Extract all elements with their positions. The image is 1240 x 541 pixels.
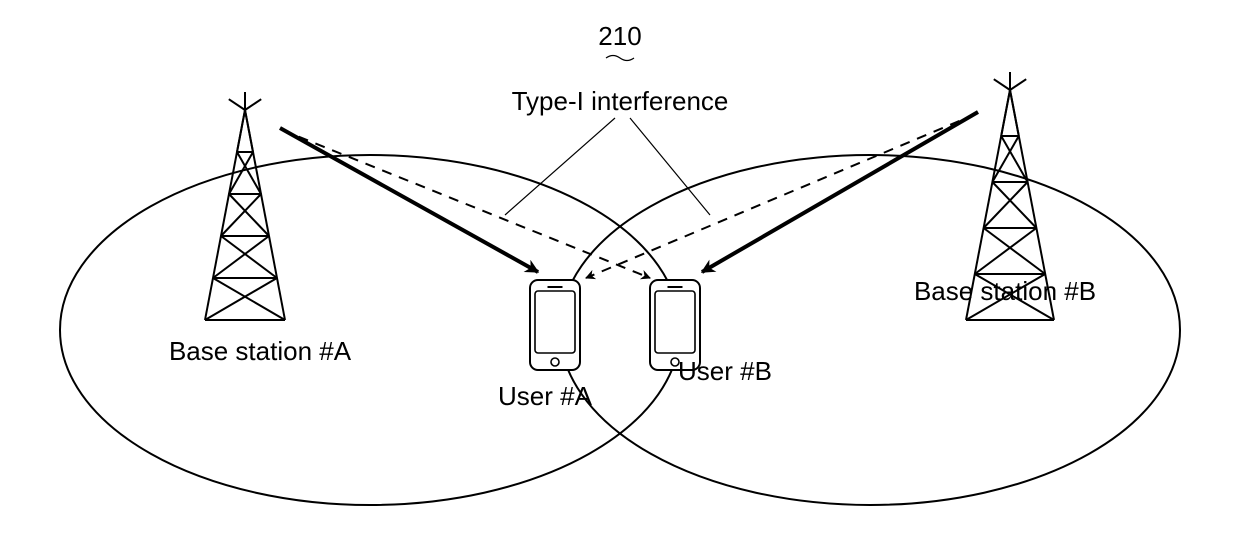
- user-a-label: User #A: [498, 381, 593, 411]
- tilde-mark: [606, 56, 634, 61]
- ref-number-label: 210: [598, 21, 641, 51]
- cell-a-ellipse: [60, 155, 680, 505]
- signal-b-to-user-b-arrow: [702, 112, 978, 272]
- type-i-interference-label: Type-I interference: [512, 86, 729, 116]
- base-station-b-label: Base station #B: [914, 276, 1096, 306]
- signal-a-to-user-a-arrow: [280, 128, 538, 272]
- user-a-phone-icon: [530, 280, 580, 370]
- interference-a-to-user-b-arrow: [282, 130, 650, 278]
- user-b-label: User #B: [678, 356, 772, 386]
- base-station-a-icon: [205, 92, 285, 320]
- leader-line-left: [505, 118, 615, 215]
- leader-line-right: [630, 118, 710, 215]
- base-station-a-label: Base station #A: [169, 336, 352, 366]
- interference-b-to-user-a-arrow: [586, 114, 976, 278]
